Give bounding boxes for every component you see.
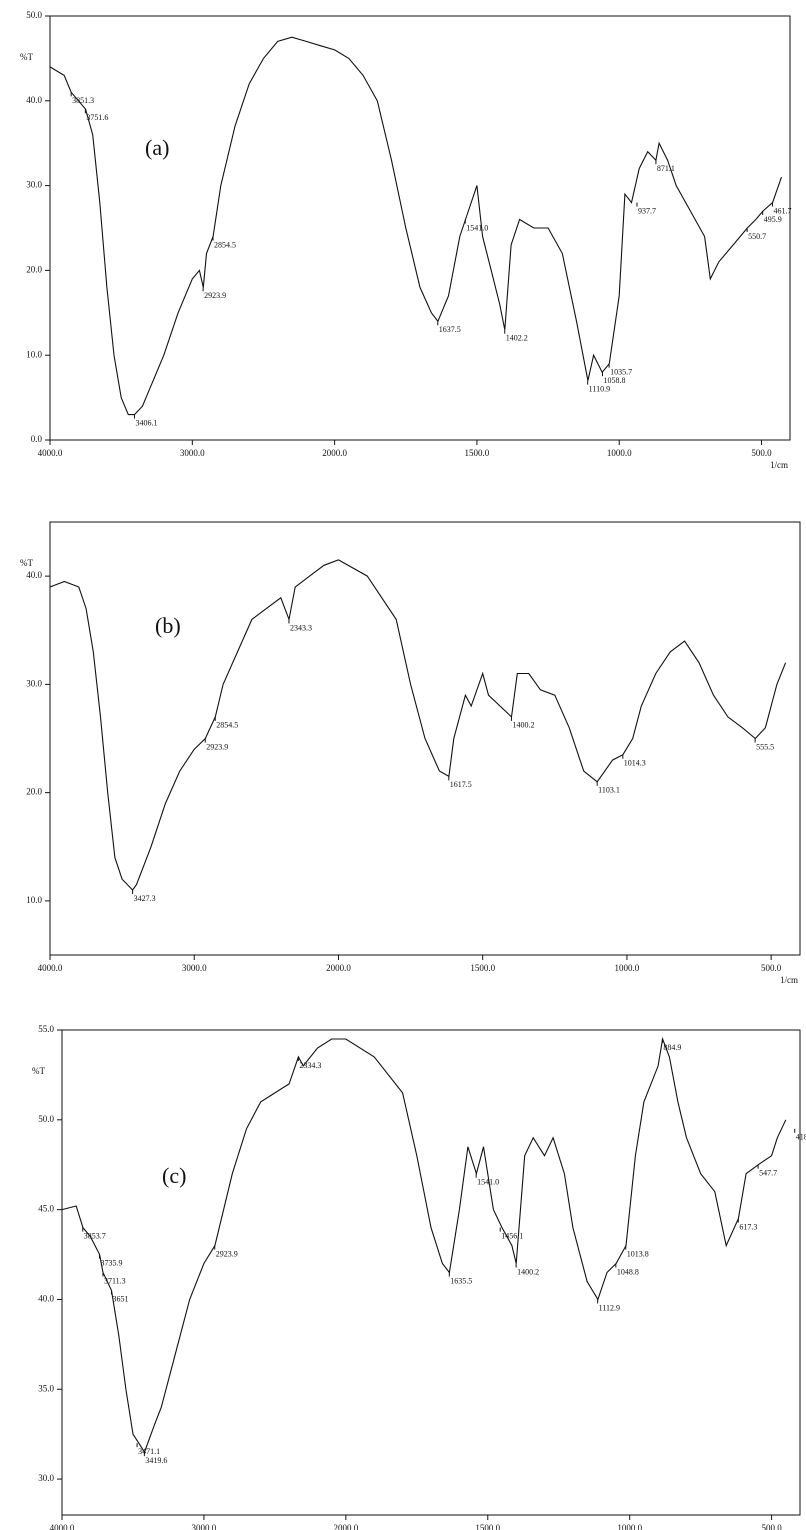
peak-label: 1637.5	[439, 325, 461, 334]
peak-label: 3851.3	[72, 96, 94, 105]
x-tick-label: 3000.0	[182, 963, 207, 973]
x-tick-label: 500.0	[761, 963, 782, 973]
y-tick-label: 10.0	[26, 349, 42, 359]
peak-label: 2923.9	[206, 742, 228, 751]
peak-label: 3471.1	[138, 1447, 160, 1456]
peak-label: 3651	[113, 1294, 129, 1303]
peak-label: 3427.3	[134, 894, 156, 903]
peak-label: 2343.3	[290, 623, 312, 632]
peak-label: 1048.8	[617, 1267, 639, 1276]
x-tick-label: 3000.0	[192, 1523, 217, 1530]
peak-label: 547.7	[759, 1169, 777, 1178]
x-tick-label: 500.0	[761, 1523, 782, 1530]
peak-label: 3406.1	[136, 418, 158, 427]
y-axis-label: %T	[20, 558, 33, 568]
peak-label: 937.7	[638, 206, 656, 215]
peak-label: 1541.0	[466, 223, 488, 232]
peak-label: 1112.9	[599, 1303, 620, 1312]
peak-label: 3853.7	[84, 1231, 106, 1240]
peak-label: 1013.8	[627, 1249, 649, 1258]
y-tick-label: 40.0	[38, 1294, 54, 1304]
peak-label: 1400.2	[512, 721, 534, 730]
x-tick-label: 500.0	[751, 448, 772, 458]
peak-label: 2854.5	[214, 240, 236, 249]
x-tick-label: 1500.0	[470, 963, 495, 973]
y-tick-label: 30.0	[26, 678, 42, 688]
y-tick-label: 55.0	[38, 1024, 54, 1034]
peak-label: 550.7	[748, 232, 766, 241]
peak-label: 3711.3	[104, 1276, 126, 1285]
peak-label: 2923.9	[216, 1249, 238, 1258]
x-tick-label: 2000.0	[326, 963, 351, 973]
x-tick-label: 4000.0	[38, 963, 63, 973]
x-axis-label: 1/cm	[770, 460, 788, 470]
peak-label: 2854.5	[216, 721, 238, 730]
plot-frame	[61, 1029, 801, 1516]
panel-label: (b)	[155, 613, 181, 638]
peak-label: 1103.1	[598, 786, 620, 795]
peak-label: 3751.6	[86, 113, 108, 122]
y-axis-label: %T	[32, 1066, 45, 1076]
y-tick-label: 50.0	[38, 1114, 54, 1124]
x-tick-label: 1500.0	[475, 1523, 500, 1530]
peak-label: 1617.5	[450, 780, 472, 789]
peak-label: 1541.0	[477, 1178, 499, 1187]
spectrum-line	[49, 36, 783, 416]
peak-label: 1035.7	[610, 368, 632, 377]
y-tick-label: 20.0	[26, 264, 42, 274]
peak-label: 1635.5	[450, 1276, 472, 1285]
y-tick-label: 35.0	[38, 1383, 54, 1393]
peak-label: 3735.9	[100, 1258, 122, 1267]
peak-label: 1058.8	[603, 376, 625, 385]
y-tick-label: 0.0	[31, 434, 43, 444]
y-tick-label: 30.0	[38, 1473, 54, 1483]
y-tick-label: 30.0	[26, 180, 42, 190]
peak-label: 1456.1	[501, 1231, 523, 1240]
y-tick-label: 40.0	[26, 95, 42, 105]
plot-frame	[49, 521, 801, 956]
x-tick-label: 1000.0	[607, 448, 632, 458]
panel-label: (c)	[162, 1163, 186, 1188]
x-tick-label: 1000.0	[617, 1523, 642, 1530]
x-tick-label: 2000.0	[322, 448, 347, 458]
peak-label: 1014.3	[624, 759, 646, 768]
x-tick-label: 4000.0	[38, 448, 63, 458]
peak-label: 1402.2	[506, 334, 528, 343]
y-tick-label: 50.0	[26, 10, 42, 20]
x-tick-label: 1000.0	[615, 963, 640, 973]
peak-label: 2923.9	[204, 291, 226, 300]
spectrum-line	[61, 1036, 787, 1454]
x-axis-label: 1/cm	[780, 975, 798, 985]
peak-label: 555.5	[756, 742, 774, 751]
plot-frame	[49, 15, 791, 441]
peak-label: 617.3	[739, 1222, 757, 1231]
y-tick-label: 40.0	[26, 570, 42, 580]
y-tick-label: 10.0	[26, 895, 42, 905]
y-axis-label: %T	[20, 52, 33, 62]
y-tick-label: 45.0	[38, 1204, 54, 1214]
peak-label: 884.9	[663, 1043, 681, 1052]
x-tick-label: 3000.0	[180, 448, 205, 458]
peak-label: 461.7	[773, 206, 791, 215]
peak-label: 495.9	[764, 215, 782, 224]
x-tick-label: 1500.0	[465, 448, 490, 458]
peak-label: 1110.9	[589, 384, 610, 393]
peak-label: 2334.3	[299, 1061, 321, 1070]
peak-label: 871.1	[657, 164, 675, 173]
peak-label: 1400.2	[517, 1267, 539, 1276]
panel-label: (a)	[145, 135, 169, 160]
peak-label: 418.5	[796, 1133, 806, 1142]
spectrum-line	[49, 559, 787, 891]
x-tick-label: 2000.0	[333, 1523, 358, 1530]
x-tick-label: 4000.0	[50, 1523, 75, 1530]
y-tick-label: 20.0	[26, 787, 42, 797]
peak-label: 3419.6	[145, 1456, 167, 1465]
